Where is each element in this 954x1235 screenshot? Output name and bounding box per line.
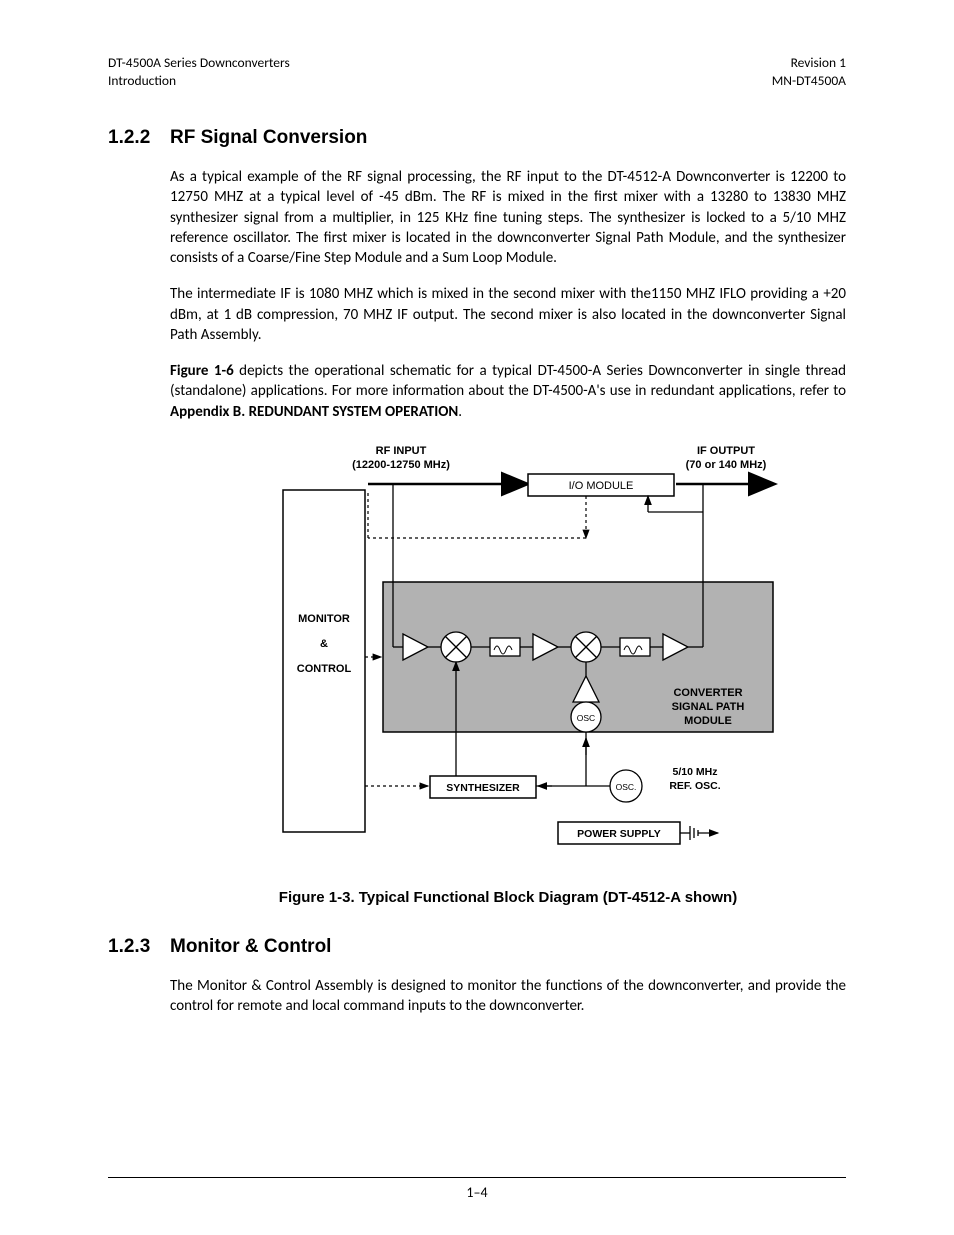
section-number-2: 1.2.3 [108,936,170,958]
rf-input-range: (12200-12750 MHz) [352,459,450,471]
power-supply-label: POWER SUPPLY [577,828,661,840]
section-number: 1.2.2 [108,127,170,149]
converter-label-3: MODULE [684,715,732,727]
ref-osc-label-1: 5/10 MHz [673,766,718,778]
rf-input-title: RF INPUT [376,445,427,457]
header-left-line1: DT-4500A Series Downconverters [108,54,290,72]
monitor-label-2: & [320,638,328,650]
figure-caption: Figure 1-3. Typical Functional Block Dia… [170,889,846,906]
para3-body: depicts the operational schematic for a … [170,362,846,400]
paragraph-2: The intermediate IF is 1080 MHZ which is… [170,284,846,345]
section-heading-1: 1.2.2 RF Signal Conversion [108,127,846,149]
section-title-2: Monitor & Control [170,936,331,958]
if-output-range: (70 or 140 MHz) [686,459,767,471]
converter-label-1: CONVERTER [673,687,742,699]
if-output-title: IF OUTPUT [697,445,755,457]
page-header: DT-4500A Series Downconverters Introduct… [108,54,846,89]
para3-end: . [458,403,462,421]
paragraph-3: Figure 1-6 depicts the operational schem… [170,361,846,422]
osc-label-small: OSC [577,713,595,723]
header-right-line2: MN-DT4500A [772,72,846,90]
appendix-reference: Appendix B. REDUNDANT SYSTEM OPERATION [170,403,458,421]
section-title: RF Signal Conversion [170,127,367,149]
monitor-label-1: MONITOR [298,613,350,625]
block-diagram-figure: RF INPUT (12200-12750 MHz) IF OUTPUT (70… [170,442,846,879]
ref-osc-label-2: REF. OSC. [669,780,720,792]
osc-label-big: OSC. [616,782,637,792]
header-right-line1: Revision 1 [772,54,846,72]
page-footer: 1–4 [108,1177,846,1201]
section-heading-2: 1.2.3 Monitor & Control [108,936,846,958]
header-left-line2: Introduction [108,72,290,90]
figure-reference: Figure 1-6 [170,362,234,380]
synthesizer-label: SYNTHESIZER [446,782,520,794]
io-module-label: I/O MODULE [569,480,634,492]
page-number: 1–4 [466,1184,487,1201]
paragraph-1: As a typical example of the RF signal pr… [170,167,846,268]
paragraph-4: The Monitor & Control Assembly is design… [170,976,846,1017]
converter-label-2: SIGNAL PATH [672,701,745,713]
monitor-label-3: CONTROL [297,663,352,675]
